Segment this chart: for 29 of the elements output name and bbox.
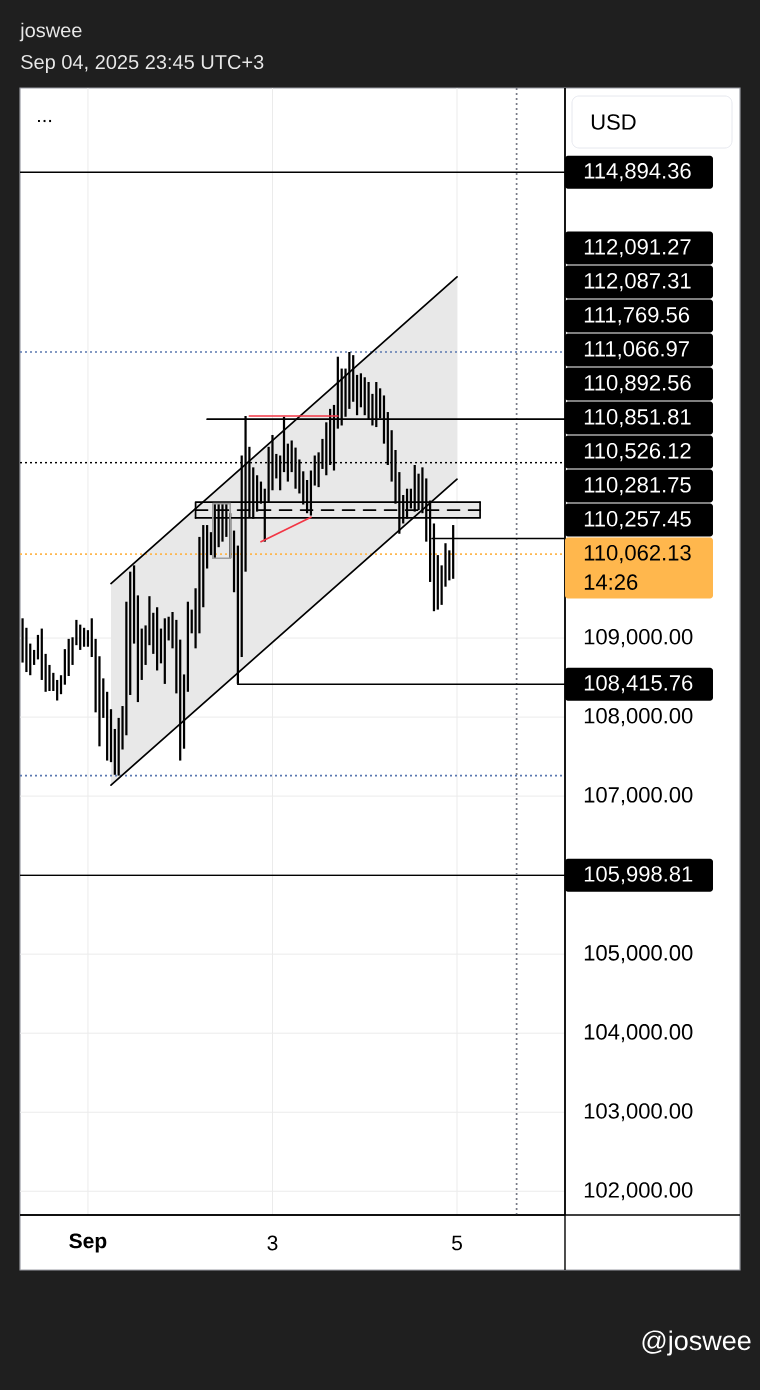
annotation: ...	[38, 119, 52, 123]
text: 110,281.75	[584, 477, 691, 496]
text: 110,526.12	[584, 443, 691, 462]
text: 112,087.31	[584, 273, 691, 292]
text: 112,091.27	[584, 239, 691, 258]
y-axis-title: USD	[591, 114, 636, 130]
text: @joswee	[642, 1330, 751, 1356]
text: Sep 04, 2025 23:45 UTC+3	[21, 54, 264, 74]
x-tick-label: 3	[267, 1235, 278, 1251]
text: 111,066.97	[584, 341, 689, 360]
series-label: 108,415.76	[584, 675, 693, 694]
text: 110,851.81	[584, 409, 691, 428]
text: 111,769.56	[584, 307, 690, 326]
y-tick-label: 108,000.00	[584, 708, 693, 727]
y-tick-label: 107,000.00	[584, 787, 693, 806]
y-tick-label: 104,000.00	[584, 1024, 693, 1043]
text: 110,892.56	[584, 375, 691, 394]
text: 14:26	[584, 574, 638, 590]
y-tick-label: 109,000.00	[584, 628, 693, 648]
x-tick-label: 5	[452, 1235, 462, 1251]
y-tick-label: 102,000.00	[584, 1182, 693, 1201]
ref-line-label: 105,998.81	[584, 866, 693, 885]
y-tick-label: 105,000.00	[584, 945, 693, 964]
ref-line-label: 114,894.36	[584, 163, 691, 182]
text: joswee	[19, 22, 82, 42]
y-tick-label: 103,000.00	[584, 1103, 693, 1122]
ref-line-label: 110,062.13	[584, 545, 691, 564]
text: 110,257.45	[584, 511, 691, 530]
x-tick-label: Sep	[69, 1233, 107, 1253]
